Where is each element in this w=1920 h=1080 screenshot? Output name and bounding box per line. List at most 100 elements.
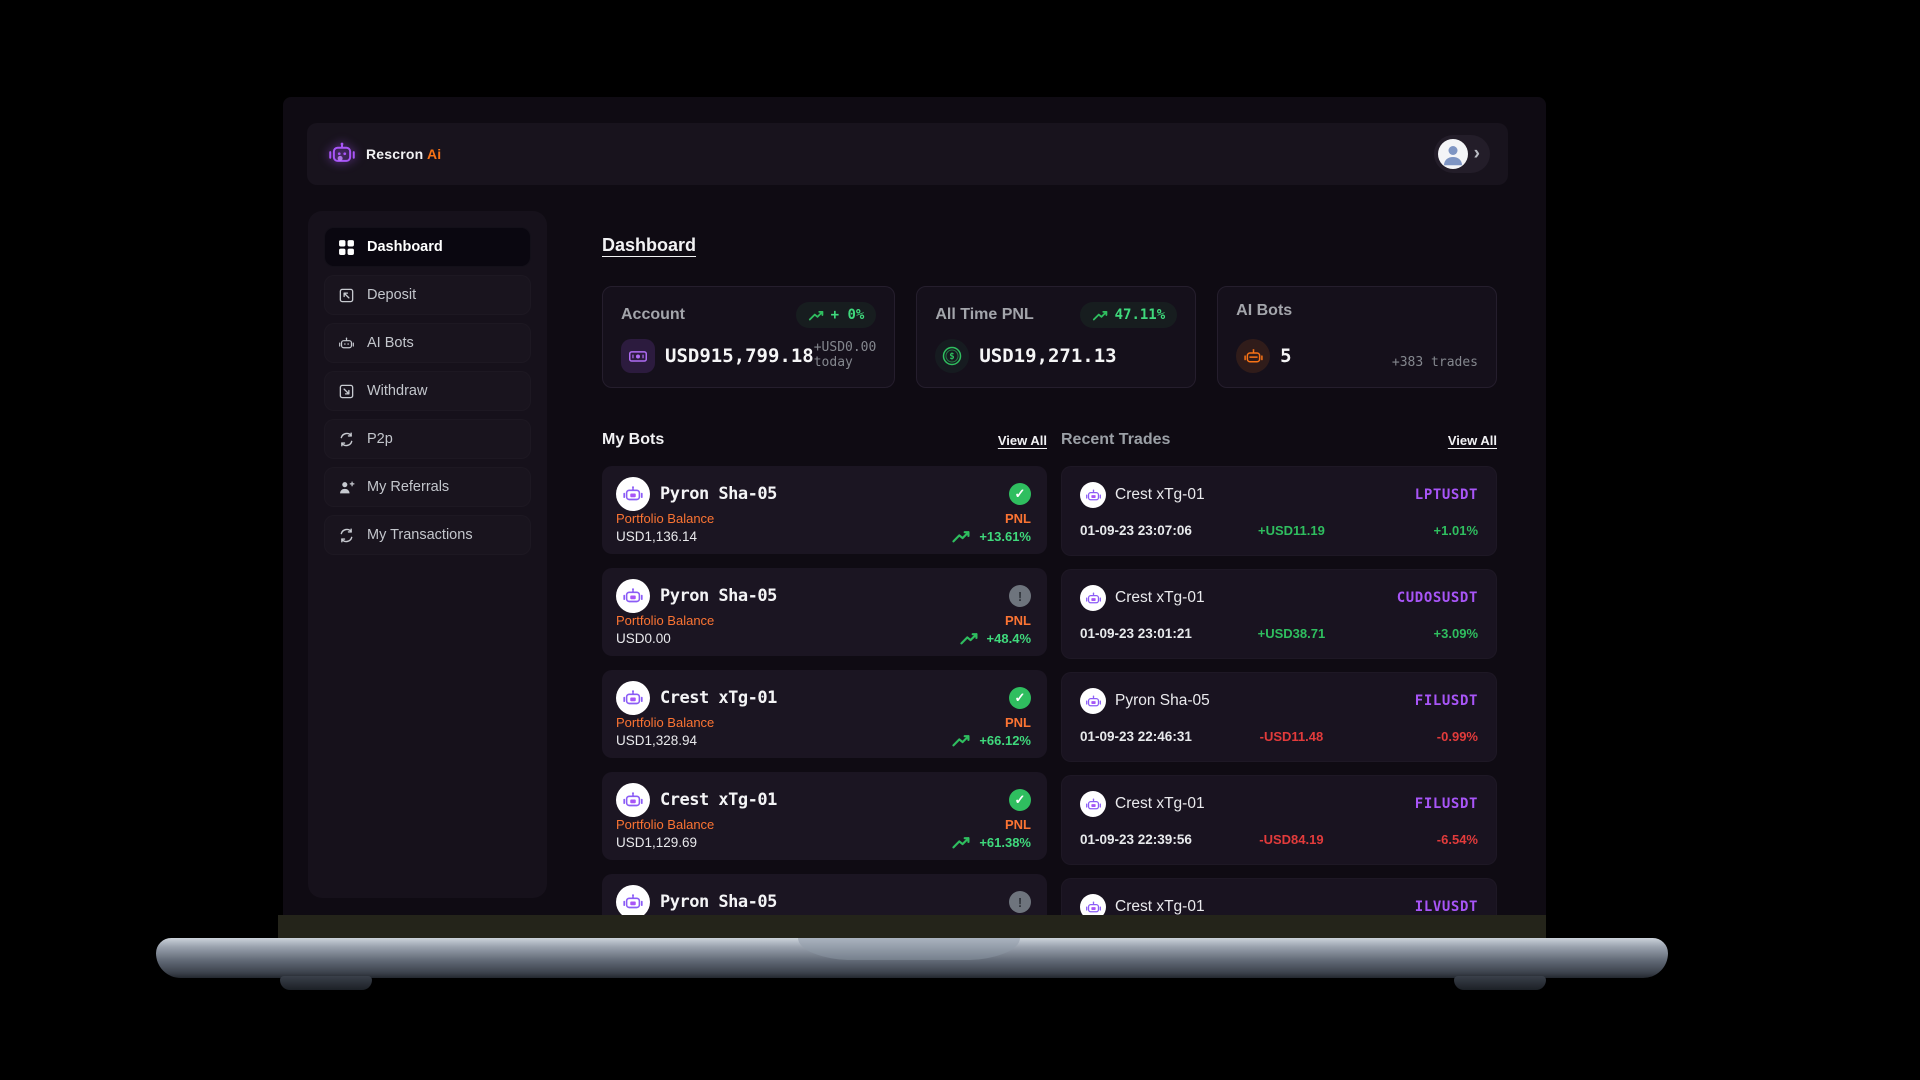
bot-avatar [616, 579, 650, 613]
pnl-label: PNL [1005, 613, 1031, 628]
recent-trades-title: Recent Trades [1061, 431, 1171, 448]
bot-name: Pyron Sha-05 [660, 586, 777, 606]
trend-up-icon [952, 531, 970, 543]
trade-date: 01-09-23 23:07:06 [1080, 523, 1192, 538]
sidebar-item-label: My Referrals [367, 479, 450, 495]
ai-bots-card-title: AI Bots [1236, 302, 1293, 319]
robot-icon [623, 792, 643, 807]
my-bots-view-all-link[interactable]: View All [997, 432, 1047, 448]
trade-card[interactable]: Pyron Sha-05 FILUSDT 01-09-23 22:46:31 -… [1061, 672, 1497, 762]
grid-icon [338, 239, 355, 256]
trade-bot-name: Pyron Sha-05 [1115, 692, 1210, 709]
bots-list: Pyron Sha-05 ✓ Portfolio Balance USD1,13… [602, 466, 1047, 916]
trade-bot-name: Crest xTg-01 [1115, 898, 1205, 915]
trade-percent: +3.09% [1433, 626, 1478, 641]
trend-up-icon [959, 633, 978, 645]
recent-trades-panel: Recent Trades View All Crest xTg-01 LPTU… [1061, 430, 1497, 916]
bot-card[interactable]: Crest xTg-01 ✓ Portfolio Balance USD1,32… [602, 670, 1047, 758]
bot-card[interactable]: Crest xTg-01 ✓ Portfolio Balance USD1,12… [602, 772, 1047, 860]
pnl-percent-badge: 47.11% [1079, 302, 1178, 328]
laptop-lid-notch [798, 938, 1020, 960]
trade-bot-name: Crest xTg-01 [1115, 486, 1205, 503]
trade-bot-avatar [1080, 894, 1106, 916]
brand-logo[interactable]: Rescron Ai [327, 139, 441, 169]
bot-card[interactable]: Pyron Sha-05 ! Portfolio Balance PNL [602, 874, 1047, 916]
trade-date: 01-09-23 22:39:56 [1080, 832, 1192, 847]
sidebar-item-my-transactions[interactable]: My Transactions [324, 515, 531, 555]
account-card: Account + 0% USD915,799.18 +USD0.00 toda… [602, 286, 896, 388]
trade-bot-name: Crest xTg-01 [1115, 795, 1205, 812]
trade-date: 01-09-23 23:01:21 [1080, 626, 1192, 641]
bot-avatar [616, 885, 650, 916]
laptop-foot [280, 976, 372, 990]
bot-name: Pyron Sha-05 [660, 484, 777, 504]
page-title: Dashboard [602, 235, 697, 255]
portfolio-balance-value: USD1,136.14 [616, 529, 698, 544]
robot-icon [1085, 900, 1101, 912]
account-card-title: Account [621, 306, 685, 323]
svg-text:$: $ [950, 352, 955, 362]
sidebar-item-my-referrals[interactable]: My Referrals [324, 467, 531, 507]
bot-status-icon: ✓ [1009, 789, 1031, 811]
sidebar: Dashboard Deposit AI Bots Withdraw P2p [308, 211, 547, 898]
sidebar-item-deposit[interactable]: Deposit [324, 275, 531, 315]
person-icon [1443, 146, 1462, 166]
bot-status-icon: ! [1009, 891, 1031, 913]
bot-avatar [616, 681, 650, 715]
laptop-foot [1454, 976, 1546, 990]
portfolio-balance-value: USD1,129.69 [616, 835, 698, 850]
trade-percent: -0.99% [1436, 729, 1478, 744]
trade-percent: -6.54% [1436, 832, 1478, 847]
bot-pnl-value: +48.4% [959, 631, 1031, 646]
robot-icon [1085, 797, 1101, 809]
trade-amount: +USD11.19 [1258, 523, 1325, 538]
account-balance-value: USD915,799.18 [665, 345, 814, 367]
bot-name: Pyron Sha-05 [660, 892, 777, 912]
robot-icon [623, 894, 643, 909]
trade-amount: -USD84.19 [1259, 832, 1324, 847]
all-time-pnl-card: All Time PNL 47.11% $ USD19,271.13 [916, 286, 1197, 388]
trade-card[interactable]: Crest xTg-01 FILUSDT 01-09-23 22:39:56 -… [1061, 775, 1497, 865]
my-bots-title: My Bots [602, 431, 665, 448]
robot-icon [1085, 694, 1101, 706]
trade-bot-avatar [1080, 688, 1106, 714]
user-menu-button[interactable]: › [1433, 135, 1490, 173]
bot-status-icon: ✓ [1009, 483, 1031, 505]
trade-pair: FILUSDT [1414, 796, 1478, 812]
trade-bot-avatar [1080, 791, 1106, 817]
robot-icon [338, 335, 355, 352]
portfolio-balance-label: Portfolio Balance [616, 817, 715, 832]
trade-card[interactable]: Crest xTg-01 ILVUSDT [1061, 878, 1497, 916]
person-plus-icon [338, 479, 355, 496]
trend-up-icon [952, 735, 970, 747]
trade-card[interactable]: Crest xTg-01 CUDOSUSDT 01-09-23 23:01:21… [1061, 569, 1497, 659]
trade-card[interactable]: Crest xTg-01 LPTUSDT 01-09-23 23:07:06 +… [1061, 466, 1497, 556]
laptop-screen: Rescron Ai › Dashboard Deposit [283, 97, 1546, 916]
portfolio-balance-value: USD1,328.94 [616, 733, 698, 748]
deposit-icon [338, 287, 355, 304]
bot-card[interactable]: Pyron Sha-05 ✓ Portfolio Balance USD1,13… [602, 466, 1047, 554]
trend-up-icon [808, 310, 823, 320]
withdraw-icon [338, 383, 355, 400]
sidebar-item-dashboard[interactable]: Dashboard [324, 227, 531, 267]
top-bar: Rescron Ai › [307, 123, 1508, 185]
sidebar-item-ai-bots[interactable]: AI Bots [324, 323, 531, 363]
recent-trades-view-all-link[interactable]: View All [1447, 432, 1497, 448]
trade-bot-name: Crest xTg-01 [1115, 589, 1205, 606]
laptop-screen-bottom-edge [278, 915, 1546, 939]
trade-pair: FILUSDT [1414, 693, 1478, 709]
bot-status-icon: ! [1009, 585, 1031, 607]
bot-card[interactable]: Pyron Sha-05 ! Portfolio Balance USD0.00… [602, 568, 1047, 656]
my-bots-panel: My Bots View All Pyron Sha-05 ✓ Portfoli… [602, 430, 1047, 916]
trend-up-icon [952, 837, 970, 849]
sidebar-item-withdraw[interactable]: Withdraw [324, 371, 531, 411]
robot-icon [1236, 339, 1271, 373]
bot-pnl-value: +13.61% [951, 529, 1031, 544]
sidebar-item-p2p[interactable]: P2p [324, 419, 531, 459]
trade-bot-avatar [1080, 482, 1106, 508]
pnl-card-title: All Time PNL [935, 306, 1034, 323]
avatar [1437, 139, 1468, 169]
pnl-label: PNL [1005, 817, 1031, 832]
portfolio-balance-label: Portfolio Balance [616, 613, 715, 628]
chevron-right-icon: › [1473, 142, 1480, 164]
